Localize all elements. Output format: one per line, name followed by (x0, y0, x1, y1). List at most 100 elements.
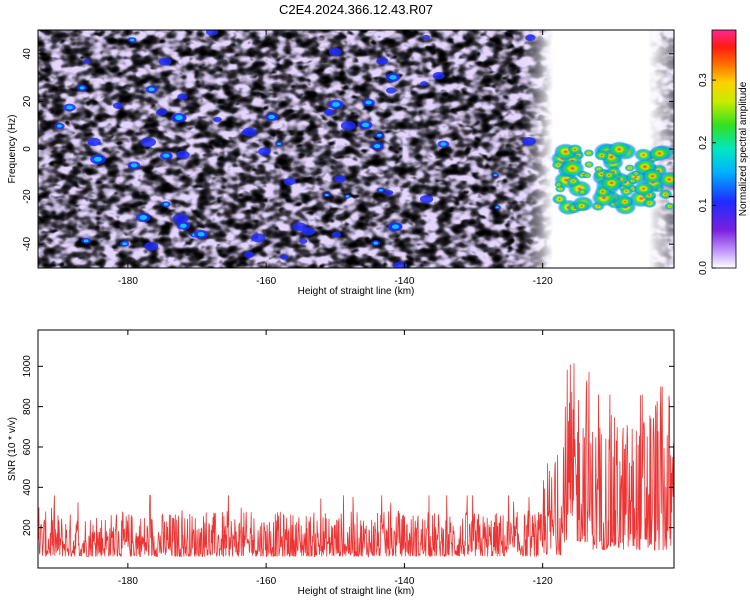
spectrogram-hot-core (79, 86, 85, 90)
spectrogram-hot-core (139, 215, 148, 220)
spectrogram-hot-core (148, 87, 155, 92)
spectrogram-hot-spot (250, 233, 266, 243)
spectrogram-y-tick-label: 40 (22, 48, 33, 60)
spectrogram-hot-spot (258, 147, 271, 156)
spectrogram-signal-blob (664, 202, 674, 210)
spectrogram-hot-spot (432, 72, 445, 80)
spectrogram-hot-core (332, 102, 340, 107)
spectrogram-hot-core (389, 75, 397, 80)
spectrogram-signal-blob (551, 193, 568, 205)
colorbar-tick-label: 0.0 (698, 261, 709, 275)
spectrogram-x-tick-label: -160 (256, 276, 276, 287)
snr-y-tick-label: 1000 (22, 355, 33, 378)
spectrogram-hot-core (324, 193, 329, 197)
spectrogram-signal-blob (594, 150, 609, 161)
spectrogram-hot-spot (112, 102, 123, 109)
spectrogram-y-tick-label: -40 (22, 237, 33, 252)
snr-x-tick-label: -180 (118, 576, 138, 587)
spectrogram-hot-spot (525, 34, 536, 41)
spectrogram-y-tick-label: 20 (22, 95, 33, 107)
spectrogram-signal-blob (633, 181, 654, 196)
spectrogram-hot-spot (283, 177, 296, 186)
spectrogram-hot-core (66, 105, 73, 110)
spectrogram-hot-core (345, 195, 350, 198)
spectrogram-panel: -180 -160 -140 -120 -40 -20 0 20 40 Height of s… (7, 29, 675, 297)
spectrogram-signal-blob (602, 170, 616, 181)
snr-x-tick-label: -160 (256, 576, 276, 587)
spectrogram-signal-blob (628, 177, 637, 185)
spectrogram-hot-core (391, 224, 399, 229)
spectrogram-signal-blob (567, 144, 583, 155)
spectrogram-signal-blob (624, 164, 635, 172)
snr-y-tick-label: 200 (22, 519, 33, 536)
spectrogram-signal-blob (642, 168, 663, 184)
spectrogram-hot-spots (54, 30, 536, 268)
spectrogram-hot-spot (87, 137, 101, 147)
spectrogram-hot-spot (144, 241, 159, 251)
snr-frame (37, 329, 675, 569)
snr-x-tick-label: -120 (533, 576, 553, 587)
spectrogram-x-tick-label: -120 (533, 276, 553, 287)
spectrogram-hot-core (378, 188, 383, 192)
spectrogram-hot-spot (241, 130, 248, 135)
snr-x-ticks: -180 -160 -140 -120 (118, 330, 553, 587)
spectrogram-x-tick-label: -140 (394, 276, 414, 287)
spectrogram-signal-blob (619, 186, 634, 197)
spectrogram-signal-blob (560, 159, 585, 178)
snr-y-ticks: 200 400 600 800 1000 (22, 355, 674, 536)
spectrogram-signal-blob (582, 172, 592, 179)
spectrogram-hot-spot (172, 213, 189, 224)
colorbar-gradient (711, 29, 737, 269)
spectrogram-hot-core (56, 124, 63, 128)
spectrogram-hot-core (361, 122, 370, 128)
spectrogram-hot-spot (83, 58, 91, 64)
spectrogram-hot-spot (376, 57, 389, 65)
spectrogram-hot-spot (522, 137, 536, 146)
spectrogram-hot-spot (340, 120, 356, 131)
spectrogram-hot-spot (156, 108, 168, 116)
spectrogram-signal-blob (648, 145, 671, 162)
spectrogram-hot-core (163, 153, 170, 158)
colorbar-tick-label: 0.3 (698, 73, 709, 87)
figure-title: C2E4.2024.366.12.43.R07 (279, 2, 433, 17)
spectrogram-hot-core (376, 133, 382, 137)
snr-ylabel: SNR (10 * v/v) (7, 417, 18, 481)
snr-y-tick-label: 400 (22, 479, 33, 496)
spectrogram-signal-blob (566, 176, 581, 187)
spectrogram-ylabel: Frequency (Hz) (7, 115, 18, 184)
spectrogram-hot-spot (419, 194, 434, 204)
snr-y-tick-label: 600 (22, 438, 33, 455)
spectrogram-hot-core (493, 174, 497, 177)
spectrogram-hot-core (373, 144, 381, 149)
spectrogram-xlabel: Height of straight line (km) (298, 286, 415, 297)
spectrogram-hot-core (83, 239, 89, 243)
spectrogram-signal-blob (607, 141, 631, 158)
spectrogram-hot-spot (384, 189, 394, 196)
spectrogram-hot-core (130, 163, 138, 168)
spectrogram-hot-core (122, 242, 127, 246)
spectrogram-signal-blob (577, 188, 588, 196)
spectrogram-hot-core (440, 142, 447, 146)
spectrogram-hot-spot (334, 175, 346, 183)
spectrogram-signal-blob (583, 149, 595, 157)
spectrogram-hot-core (197, 232, 205, 237)
colorbar: 0.0 0.1 0.2 0.3 Normalized spectral amplitu… (698, 29, 749, 275)
spectrogram-hot-spot (280, 254, 289, 260)
spectrogram-hot-core (495, 206, 500, 209)
spectrogram-hot-core (130, 38, 135, 42)
spectrogram-hot-spot (420, 81, 429, 87)
spectrogram-hot-spot (176, 150, 190, 159)
spectrogram-hot-core (268, 114, 275, 120)
spectrogram-y-ticks: -40 -20 0 20 40 (22, 48, 674, 252)
spectrogram-area (38, 30, 674, 268)
spectrogram-signal-blob (584, 160, 595, 169)
colorbar-tick-label: 0.2 (698, 135, 709, 149)
spectrogram-hot-spot (213, 116, 222, 123)
spectrogram-hot-spot (331, 231, 342, 238)
spectrogram-signal-blob (642, 198, 657, 209)
spectrogram-signal-blob (574, 200, 590, 212)
spectrogram-signal-blob (634, 148, 653, 162)
snr-series (37, 363, 675, 558)
colorbar-ticks: 0.0 0.1 0.2 0.3 (698, 73, 716, 275)
